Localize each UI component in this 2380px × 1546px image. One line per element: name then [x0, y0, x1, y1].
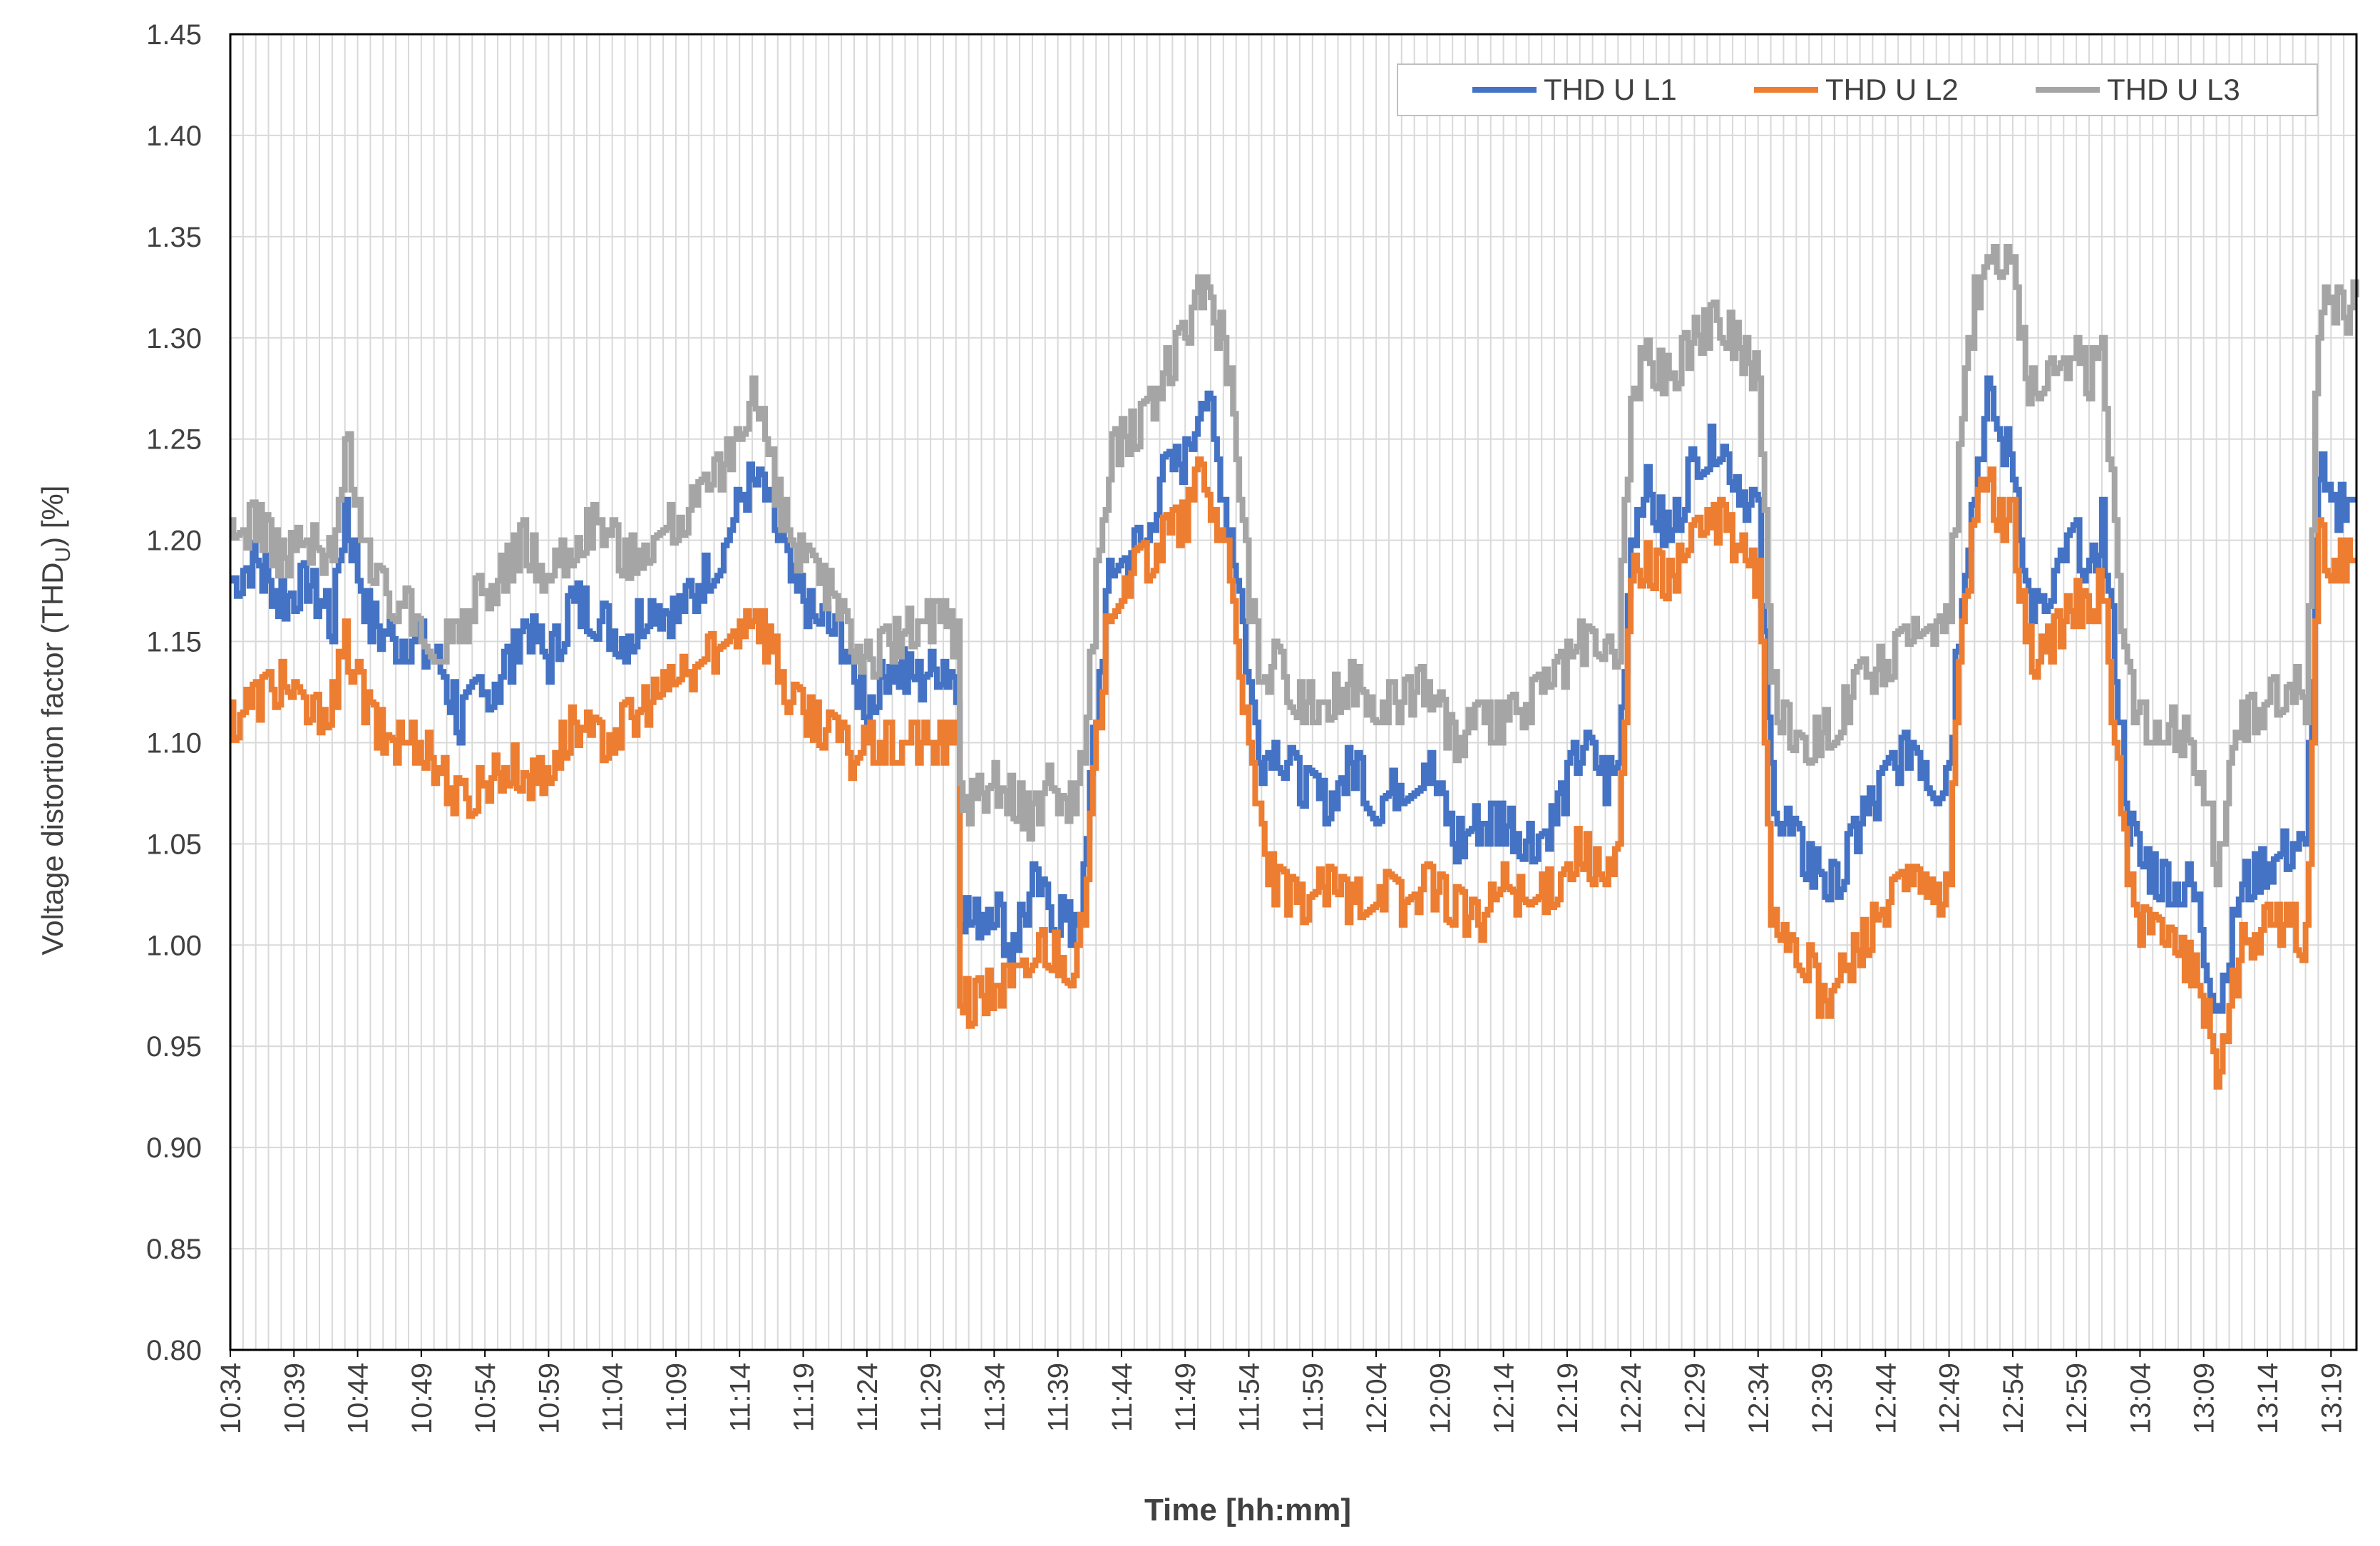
legend-label-l1: THD U L1	[1544, 73, 1677, 106]
legend-item-l3: THD U L3	[2036, 73, 2240, 106]
grid	[230, 34, 2357, 1351]
x-tick-label: 12:54	[1998, 1363, 2029, 1434]
y-tick-label: 1.05	[146, 829, 202, 860]
x-axis-title: Time [hh:mm]	[1144, 1493, 1351, 1527]
y-axis-title-sub: U	[51, 547, 75, 563]
series-line-thd-u-l1	[230, 375, 2356, 1014]
x-tick-label: 12:04	[1361, 1363, 1392, 1434]
y-axis-title-tail: ) [%]	[36, 486, 69, 547]
legend-label-l2: THD U L2	[1825, 73, 1959, 106]
x-tick-label: 10:49	[406, 1363, 438, 1434]
x-tick-label: 11:14	[724, 1363, 756, 1432]
x-tick-label: 10:44	[343, 1363, 374, 1434]
y-tick-label: 1.00	[146, 930, 202, 961]
x-tick-label: 11:04	[597, 1363, 629, 1432]
y-tick-label: 0.85	[146, 1234, 202, 1265]
legend-label-l3: THD U L3	[2107, 73, 2240, 106]
x-tick-label: 12:09	[1425, 1363, 1456, 1434]
x-tick-label: 10:54	[470, 1363, 501, 1434]
y-axis-title: Voltage distortion factor (THDU) [%]	[36, 486, 75, 956]
series-layer	[230, 244, 2359, 1090]
x-tick-label: 13:04	[2125, 1363, 2156, 1434]
x-tick-label: 12:24	[1616, 1363, 1647, 1434]
x-tick-label: 11:29	[915, 1363, 947, 1432]
x-tick-label: 10:39	[279, 1363, 310, 1434]
x-tick-label: 12:19	[1552, 1363, 1584, 1434]
y-tick-labels: 0.80 0.85 0.90 0.95 1.00 1.05 1.10 1.15 1.20 1.25…	[146, 19, 202, 1366]
legend-box	[1397, 63, 2318, 116]
legend-item-l2: THD U L2	[1754, 73, 1959, 106]
x-tick-label: 12:59	[2061, 1363, 2093, 1434]
legend: THD U L1 THD U L2 THD U L3	[1397, 63, 2318, 116]
x-tick-label: 12:14	[1489, 1363, 1520, 1434]
y-tick-label: 1.15	[146, 627, 202, 658]
x-tick-label: 11:44	[1107, 1363, 1138, 1432]
plot-frame	[229, 33, 2358, 1351]
series-line-thd-u-l2	[230, 456, 2356, 1090]
x-tick-label: 12:44	[1870, 1363, 1902, 1434]
x-tick-label: 13:19	[2316, 1363, 2347, 1434]
legend-item-l1: THD U L1	[1472, 73, 1677, 106]
x-tick-label: 11:09	[661, 1363, 692, 1432]
y-tick-label: 0.80	[146, 1335, 202, 1366]
x-tick-label: 11:34	[979, 1363, 1010, 1432]
y-tick-label: 1.40	[146, 121, 202, 152]
y-tick-label: 1.20	[146, 526, 202, 557]
y-tick-label: 1.25	[146, 424, 202, 456]
x-tick-label: 13:09	[2189, 1363, 2220, 1434]
y-tick-label: 1.10	[146, 727, 202, 759]
x-tick-label: 11:24	[852, 1363, 883, 1432]
x-tick-label: 11:59	[1298, 1363, 1329, 1432]
x-tick-label: 13:14	[2252, 1363, 2284, 1434]
x-tick-label: 10:59	[533, 1363, 565, 1434]
x-tick-label: 11:39	[1043, 1363, 1074, 1432]
x-tick-label: 12:39	[1807, 1363, 1838, 1434]
x-tick-labels: 10:34 10:39 10:44 10:49 10:54 10:59 11:04 11:09…	[215, 1350, 2347, 1434]
x-tick-label: 11:54	[1234, 1363, 1266, 1432]
y-tick-label: 1.35	[146, 222, 202, 253]
x-tick-label: 11:19	[789, 1363, 820, 1432]
x-tick-label: 12:49	[1934, 1363, 1966, 1434]
y-tick-label: 0.95	[146, 1031, 202, 1063]
x-tick-label: 11:49	[1170, 1363, 1201, 1432]
y-tick-label: 1.30	[146, 323, 202, 354]
y-tick-label: 1.45	[146, 19, 202, 51]
y-axis-title-main: Voltage distortion factor (THD	[36, 563, 69, 956]
x-tick-label: 10:34	[215, 1363, 247, 1434]
y-tick-label: 0.90	[146, 1132, 202, 1164]
series-line-thd-u-l3	[230, 244, 2359, 888]
x-tick-label: 12:34	[1743, 1363, 1775, 1434]
x-tick-label: 12:29	[1679, 1363, 1710, 1434]
